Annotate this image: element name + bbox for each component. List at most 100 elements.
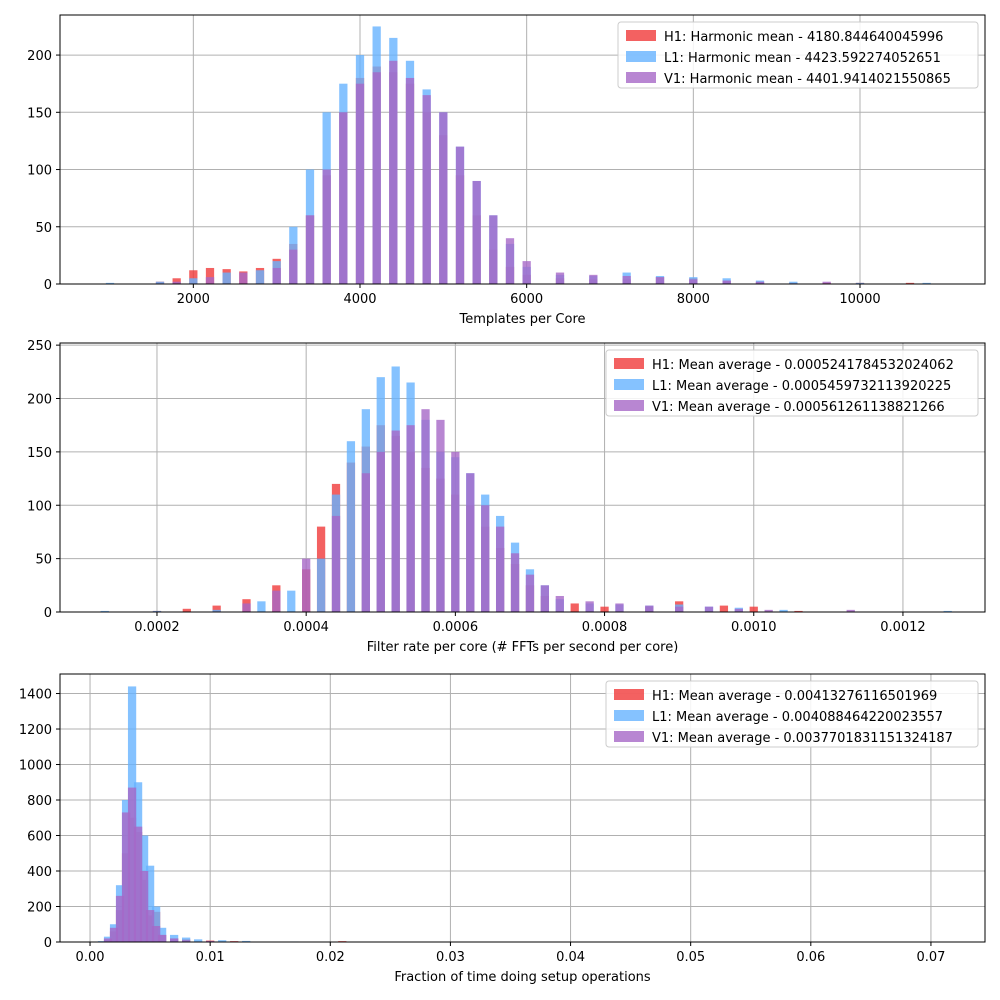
legend-swatch — [614, 358, 644, 369]
histogram-bar — [451, 451, 460, 612]
histogram-bar — [555, 595, 564, 612]
y-tick-label: 50 — [35, 221, 52, 236]
histogram-bar — [439, 112, 448, 284]
x-tick-label: 0.01 — [196, 950, 225, 965]
histogram-bar — [734, 608, 743, 612]
histogram-bar — [422, 95, 431, 285]
histogram-bar — [585, 601, 594, 612]
legend: H1: Mean average - 0.0005241784532024062… — [605, 349, 979, 417]
histogram-bar — [257, 601, 266, 612]
histogram-bar — [105, 282, 115, 284]
x-tick-label: 2000 — [177, 292, 210, 307]
x-tick-label: 0.0004 — [283, 620, 329, 635]
histogram-bar — [455, 146, 465, 284]
histogram-bar — [600, 606, 609, 612]
histogram-bar — [436, 419, 445, 612]
chart-panel-3: 0.00 0.01 0.02 0.03 0.04 0.05 0.06 0.07 0 200 400 6… — [19, 673, 986, 985]
x-tick-label: 0.06 — [796, 950, 825, 965]
legend-swatch — [614, 710, 644, 721]
x-tick-label: 0.03 — [436, 950, 465, 965]
histogram-bar — [570, 603, 579, 612]
histogram-bar — [189, 270, 198, 284]
x-axis-label: Filter rate per core (# FFTs per second … — [367, 640, 679, 655]
histogram-bar — [331, 515, 341, 612]
legend-swatch — [614, 379, 644, 390]
histogram-bar — [222, 272, 231, 284]
x-tick-label: 0.05 — [676, 950, 705, 965]
histogram-bar — [555, 272, 565, 284]
legend-label: H1: Mean average - 0.0005241784532024062 — [652, 358, 954, 373]
histogram-bar — [406, 425, 415, 612]
legend-label: L1: Harmonic mean - 4423.592274052651 — [664, 51, 941, 66]
histogram-bar — [719, 605, 729, 612]
legend: H1: Harmonic mean - 4180.844640045996 L1:… — [617, 21, 979, 89]
histogram-bar — [755, 281, 765, 284]
histogram-bar — [287, 590, 296, 612]
series-3 — [172, 60, 831, 285]
y-tick-label: 800 — [27, 794, 52, 809]
histogram-bar — [789, 281, 798, 284]
histogram-bar — [510, 553, 520, 612]
histogram-bar — [189, 278, 198, 284]
y-tick-label: 600 — [27, 830, 52, 845]
histogram-bar — [182, 937, 191, 942]
legend-label: V1: Harmonic mean - 4401.9414021550865 — [664, 72, 951, 87]
x-tick-label: 0.0002 — [134, 620, 180, 635]
histogram-bar — [822, 281, 831, 284]
histogram-bar — [172, 281, 181, 284]
histogram-bar — [372, 72, 381, 284]
y-tick-label: 0 — [44, 278, 52, 293]
histogram-bar — [346, 441, 356, 612]
histogram-bar — [194, 939, 203, 942]
histogram-bar — [525, 574, 535, 612]
histogram-bar — [645, 605, 654, 612]
histogram-bar — [212, 609, 221, 612]
legend-label: H1: Mean average - 0.00413276116501969 — [652, 689, 937, 704]
histogram-bar — [212, 605, 221, 612]
histogram-bar — [779, 609, 788, 612]
y-tick-label: 150 — [27, 106, 52, 121]
histogram-bar — [206, 940, 215, 942]
chart-panel-1: 2000 4000 6000 8000 10000 0 50 100 150 200 Templat… — [27, 14, 986, 327]
histogram-bar — [305, 215, 315, 284]
y-tick-label: 200 — [27, 393, 52, 408]
legend-swatch — [626, 72, 656, 83]
axes-frame — [59, 673, 986, 943]
y-tick-label: 400 — [27, 865, 52, 880]
histogram-bar — [145, 865, 155, 942]
histogram-bar — [242, 940, 251, 942]
histogram-bar — [855, 282, 865, 284]
legend-swatch — [614, 731, 644, 742]
histogram-bar — [794, 610, 803, 612]
histogram-bar — [115, 895, 125, 942]
histogram-bar — [389, 60, 398, 285]
axes-frame — [59, 14, 986, 285]
histogram-bar — [355, 83, 365, 285]
legend-swatch — [614, 400, 644, 411]
histogram-bar — [540, 585, 550, 612]
x-tick-label: 4000 — [343, 292, 376, 307]
histogram-bar — [152, 610, 162, 612]
histogram-bar — [133, 826, 143, 942]
histogram-bar — [615, 603, 624, 612]
histogram-bar — [272, 590, 281, 612]
histogram-bar — [655, 277, 665, 284]
x-tick-label: 0.0012 — [880, 620, 926, 635]
histogram-bar — [302, 558, 311, 612]
histogram-bar — [172, 278, 181, 284]
histogram-bar — [495, 526, 505, 612]
histogram-bar — [481, 505, 490, 612]
y-tick-label: 200 — [27, 901, 52, 916]
histogram-bar — [316, 558, 326, 612]
y-tick-label: 1000 — [19, 759, 52, 774]
histogram-bar — [489, 215, 498, 284]
x-tick-label: 0.0010 — [731, 620, 777, 635]
histogram-bar — [242, 603, 251, 612]
histogram-bar — [749, 606, 758, 612]
histogram-bar — [722, 280, 731, 284]
histogram-bar — [421, 409, 430, 612]
y-tick-label: 150 — [27, 446, 52, 461]
legend-box — [617, 21, 979, 89]
histogram-bar — [100, 610, 109, 612]
